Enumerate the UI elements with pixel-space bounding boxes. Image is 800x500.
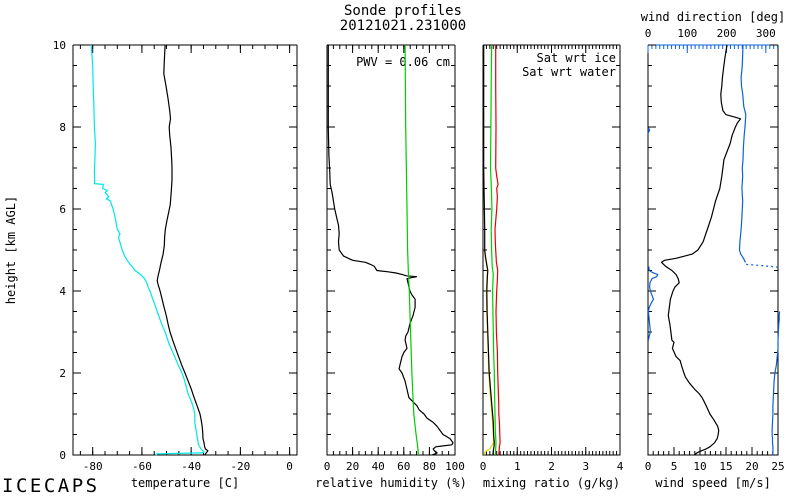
pwv-annotation: PWV = 0.06 cm (356, 55, 450, 69)
icecaps-watermark: ICECAPS (2, 475, 100, 497)
series-relative-humidity (327, 45, 454, 456)
series-sat-wrt-ice (489, 44, 497, 456)
y-tick-label: 6 (59, 203, 66, 216)
x-tick-label: 3 (582, 460, 589, 473)
y-tick-label: 4 (59, 285, 66, 298)
x-tick-label: 60 (397, 460, 410, 473)
panel-border (647, 45, 779, 456)
title-line2: 20121021.231000 (340, 18, 466, 34)
series-wind-direction-lower (771, 311, 781, 455)
x-tick-label: -20 (230, 460, 250, 473)
panel-border (482, 45, 621, 456)
x-tick-label: 40 (372, 460, 385, 473)
series-wind-direction-north (647, 266, 659, 341)
wind-direction-axis-label: wind direction [deg] (641, 10, 786, 24)
legend-sat-wrt-water: Sat wrt water (522, 65, 616, 79)
relative-humidity-xlabel: relative humidity (%) (315, 476, 467, 490)
height-axis-label: height [km AGL] (4, 196, 18, 304)
x-tick-label: -60 (132, 460, 152, 473)
mixing-ratio-xlabel: mixing ratio (g/kg) (483, 476, 620, 490)
x-tick-label: -40 (181, 460, 201, 473)
y-tick-label: 0 (59, 449, 66, 462)
series-wind-direction-wrap (746, 263, 779, 268)
top-x-tick-label: 0 (645, 27, 652, 40)
x-tick-label: 0 (286, 460, 293, 473)
series-sat-wrt-water (494, 45, 501, 456)
x-tick-label: 5 (671, 460, 678, 473)
panel-border (326, 45, 456, 456)
title-line1: Sonde profiles (344, 3, 462, 19)
wind-xlabel: wind speed [m/s] (655, 476, 771, 490)
x-tick-label: 15 (719, 460, 732, 473)
y-tick-label: 2 (59, 367, 66, 380)
series-temperature (156, 44, 209, 456)
series-mixing-ratio (483, 45, 495, 456)
top-x-tick-label: 100 (677, 27, 697, 40)
series-dewpoint (90, 44, 205, 456)
x-tick-label: 2 (548, 460, 555, 473)
top-x-tick-label: 300 (756, 27, 776, 40)
x-tick-label: 80 (423, 460, 436, 473)
x-tick-label: 25 (771, 460, 784, 473)
x-tick-label: 0 (645, 460, 652, 473)
y-tick-label: 8 (59, 121, 66, 134)
series-rh-ice-saturation (404, 44, 420, 456)
x-tick-label: 0 (324, 460, 331, 473)
x-tick-label: 1 (514, 460, 521, 473)
x-tick-label: 10 (693, 460, 706, 473)
series-wind-speed (660, 44, 742, 456)
y-tick-label: 10 (53, 39, 66, 52)
x-tick-label: 100 (445, 460, 465, 473)
panel-border (72, 45, 298, 456)
x-tick-label: 4 (617, 460, 624, 473)
x-tick-label: -80 (83, 460, 103, 473)
series-wind-direction-upper (738, 44, 747, 263)
series-wind-direction-spur (647, 127, 651, 134)
legend-sat-wrt-ice: Sat wrt ice (537, 51, 616, 65)
x-tick-label: 0 (480, 460, 487, 473)
temperature-xlabel: temperature [C] (131, 476, 239, 490)
x-tick-label: 20 (745, 460, 758, 473)
top-x-tick-label: 200 (717, 27, 737, 40)
x-tick-label: 20 (346, 460, 359, 473)
